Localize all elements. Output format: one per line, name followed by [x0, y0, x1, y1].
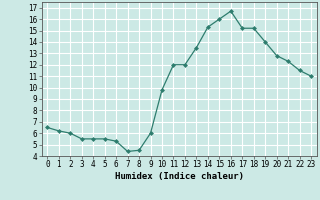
- X-axis label: Humidex (Indice chaleur): Humidex (Indice chaleur): [115, 172, 244, 181]
